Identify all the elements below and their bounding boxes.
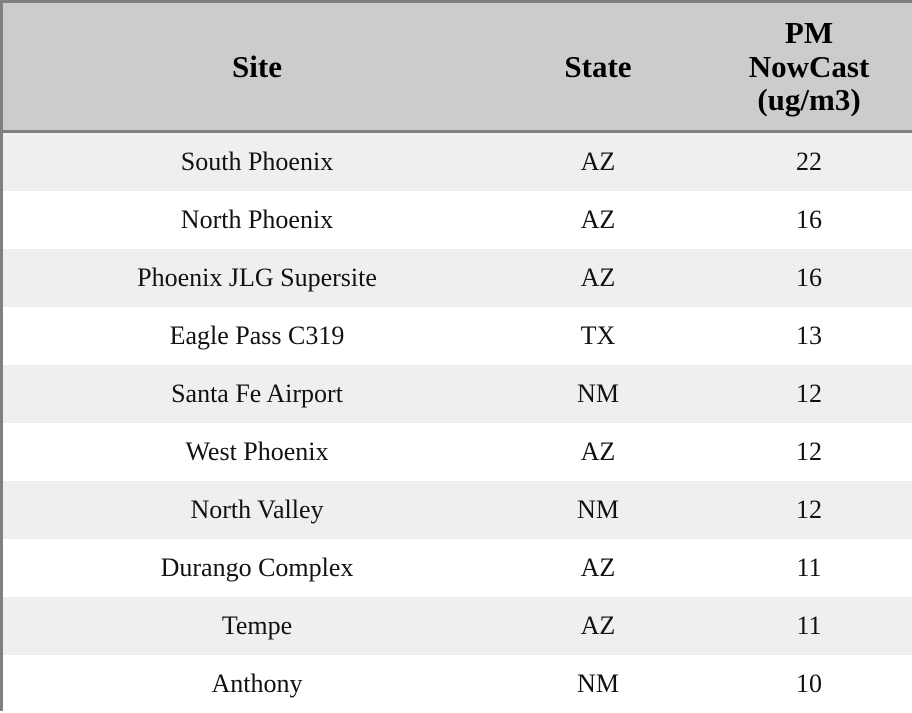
column-header-pm-nowcast[interactable]: PM NowCast (ug/m3) [685, 3, 912, 132]
cell-pm-nowcast: 11 [685, 597, 912, 655]
cell-pm-nowcast: 13 [685, 307, 912, 365]
cell-state: NM [511, 655, 685, 713]
cell-site: Santa Fe Airport [3, 365, 511, 423]
cell-state: AZ [511, 249, 685, 307]
cell-pm-nowcast: 22 [685, 132, 912, 192]
table-header-row: Site State PM NowCast (ug/m3) [3, 3, 912, 132]
cell-state: AZ [511, 597, 685, 655]
cell-site: Phoenix JLG Supersite [3, 249, 511, 307]
column-header-pm-nowcast-label: PM NowCast (ug/m3) [689, 16, 912, 116]
cell-state: NM [511, 481, 685, 539]
cell-state: AZ [511, 539, 685, 597]
cell-pm-nowcast: 11 [685, 539, 912, 597]
cell-pm-nowcast: 16 [685, 191, 912, 249]
cell-site: West Phoenix [3, 423, 511, 481]
cell-site: North Phoenix [3, 191, 511, 249]
cell-pm-nowcast: 12 [685, 423, 912, 481]
cell-pm-nowcast: 12 [685, 365, 912, 423]
cell-site: Anthony [3, 655, 511, 713]
cell-site: South Phoenix [3, 132, 511, 192]
cell-state: TX [511, 307, 685, 365]
cell-state: NM [511, 365, 685, 423]
column-header-state[interactable]: State [511, 3, 685, 132]
cell-site: North Valley [3, 481, 511, 539]
table-header: Site State PM NowCast (ug/m3) [3, 3, 912, 132]
cell-site: Durango Complex [3, 539, 511, 597]
pm-nowcast-table: Site State PM NowCast (ug/m3) South Phoe… [3, 3, 912, 713]
cell-site: Tempe [3, 597, 511, 655]
column-header-site[interactable]: Site [3, 3, 511, 132]
cell-state: AZ [511, 191, 685, 249]
cell-state: AZ [511, 132, 685, 192]
cell-pm-nowcast: 16 [685, 249, 912, 307]
cell-state: AZ [511, 423, 685, 481]
cell-pm-nowcast: 12 [685, 481, 912, 539]
cell-pm-nowcast: 10 [685, 655, 912, 713]
cell-site: Eagle Pass C319 [3, 307, 511, 365]
